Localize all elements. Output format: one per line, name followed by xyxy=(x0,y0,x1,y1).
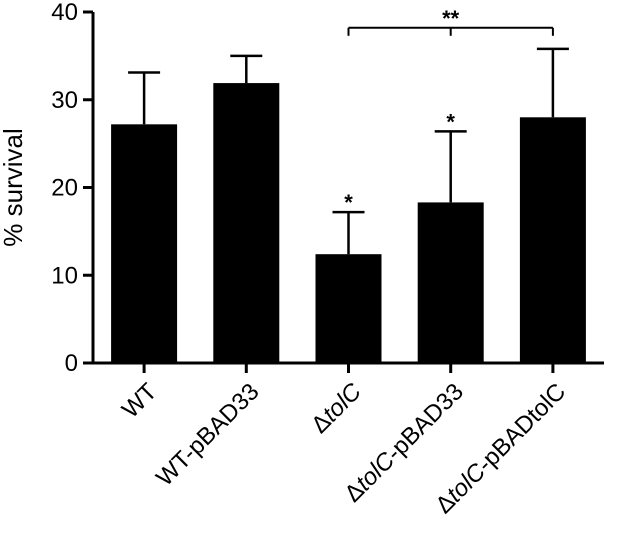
y-axis-title: % survival xyxy=(0,128,28,246)
bars xyxy=(111,83,586,363)
label-suffix: -pBAD33 xyxy=(381,378,469,466)
error-bars xyxy=(128,47,569,255)
y-tick-label: 30 xyxy=(51,87,78,114)
bracket-label: ** xyxy=(442,6,460,31)
y-tick-label: 0 xyxy=(65,350,78,377)
significance-star: * xyxy=(446,109,455,134)
bar xyxy=(213,83,280,363)
y-tick-label: 40 xyxy=(51,0,78,26)
bar xyxy=(417,202,484,363)
x-tick-label: WT-pBAD33 xyxy=(151,378,264,491)
y-tick-label: 10 xyxy=(51,262,78,289)
label-suffix: WT-pBAD33 xyxy=(151,378,264,491)
y-axis: 0 10 20 30 40 xyxy=(51,0,95,377)
bar xyxy=(315,254,382,363)
label-suffix: WT xyxy=(117,378,163,424)
bar xyxy=(111,124,178,363)
x-tick-label: ΔtolC xyxy=(306,378,367,439)
bar xyxy=(519,117,586,363)
y-tick-label: 20 xyxy=(51,175,78,202)
significance-star: * xyxy=(344,190,353,215)
significance-markers: **** xyxy=(344,6,554,215)
x-tick-label: WT xyxy=(117,378,163,424)
label-suffix: -pBADtolC xyxy=(472,378,571,477)
